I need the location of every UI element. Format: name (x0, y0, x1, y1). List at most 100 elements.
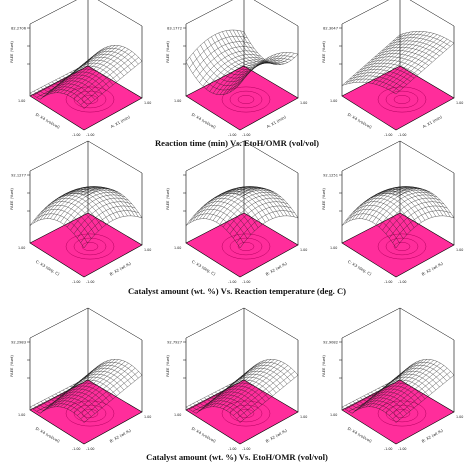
mesh-line (399, 359, 455, 377)
frame-edge (185, 307, 245, 339)
x-tick-label: -1.00 (398, 280, 407, 284)
mesh-line (233, 58, 292, 91)
surface-plot-1-0: 92.1277 FAEE (%wt) B: X2 (wt.%) -1.00 1.00 C:… (9, 140, 151, 284)
frame-edge (29, 0, 77, 25)
z-axis-label: FAEE (%wt) (9, 41, 14, 63)
surface-mesh (29, 45, 143, 109)
y-tick-label: -1.00 (228, 280, 237, 284)
mesh-line (87, 188, 143, 219)
mesh-line (240, 30, 295, 65)
x-tick-label: -1.00 (242, 133, 251, 137)
contour-line (393, 95, 411, 104)
mesh-line (243, 359, 299, 377)
x-tick-label: -1.00 (242, 447, 251, 451)
y-axis-label: D: X4 (vol/vol) (347, 112, 373, 130)
z-axis-label: FAEE (%wt) (9, 355, 14, 377)
surface-mesh (29, 186, 143, 249)
mesh-line (185, 406, 241, 423)
mesh-line (60, 45, 119, 94)
y-tick-label: -1.00 (384, 133, 393, 137)
mesh-line (381, 186, 437, 217)
mesh-line (80, 51, 135, 68)
contour-line (221, 400, 271, 427)
x-tick-label: 1.00 (456, 101, 463, 105)
mesh-line (87, 45, 143, 63)
y-axis-label: D: X4 (vol/vol) (191, 112, 217, 130)
mesh-line (396, 34, 451, 47)
mesh-line (236, 210, 295, 243)
y-tick-label: -1.00 (384, 447, 393, 451)
x-tick-label: 1.00 (456, 248, 463, 252)
surface-mesh (185, 29, 299, 95)
contour-line (393, 242, 411, 251)
y-tick-label: 1.00 (174, 99, 181, 103)
contour-line (65, 233, 115, 260)
contour-line (385, 237, 419, 256)
mesh-line (389, 38, 448, 91)
y-tick-label: -1.00 (72, 447, 81, 451)
mesh-line (80, 210, 139, 243)
mesh-line (219, 360, 278, 408)
surface-mesh (185, 186, 299, 249)
mesh-line (225, 186, 281, 217)
x-axis-label: B: X2 (wt.%) (265, 261, 289, 277)
mesh-line (389, 186, 444, 216)
mesh-line (233, 367, 292, 416)
mesh-line (84, 48, 139, 66)
y-tick-label: 1.00 (330, 99, 337, 103)
mesh-line (389, 368, 444, 385)
z-axis-label: FAEE (%wt) (9, 188, 14, 210)
y-tick-label: 1.00 (18, 413, 25, 417)
frame-edge (185, 140, 245, 172)
mesh-line (239, 52, 299, 85)
y-axis-label: C: X3 (deg. C) (35, 259, 61, 277)
mesh-line (239, 215, 299, 249)
mesh-line (236, 186, 291, 217)
z-tick-label: 92.7927 (167, 341, 182, 345)
x-tick-label: -1.00 (398, 447, 407, 451)
mesh-line (392, 37, 447, 50)
mesh-line (378, 194, 438, 228)
mesh-line (372, 359, 431, 408)
mesh-line (229, 365, 288, 413)
mesh-line (223, 361, 282, 409)
y-axis-label: D: X4 (vol/vol) (191, 426, 217, 444)
surface-plot-0-2: 82.3047 FAEE (%wt) A: X1 (min) -1.00 1.00 D: … (321, 0, 463, 137)
mesh-line (375, 33, 434, 85)
mesh-line (84, 362, 139, 380)
contour-line (385, 90, 419, 109)
mesh-line (233, 205, 292, 239)
contour-line (237, 242, 255, 251)
mesh-line (372, 32, 431, 84)
y-axis-label: D: X4 (vol/vol) (347, 426, 373, 444)
x-tick-label: 1.00 (456, 415, 463, 419)
x-tick-label: 1.00 (144, 101, 151, 105)
surface-plot-1-1: FAEE (%wt) B: X2 (wt.%) -1.00 1.00 C: X3 (de… (165, 140, 307, 284)
mesh-line (240, 362, 295, 380)
mesh-line (83, 215, 143, 249)
contour-line (221, 233, 271, 260)
mesh-line (73, 56, 128, 74)
mesh-line (399, 31, 455, 44)
surface-plot-2-0: 92.2983 FAEE (%wt) B: X2 (wt.%) -1.00 1.00 D:… (9, 307, 151, 451)
mesh-line (389, 205, 448, 239)
mesh-line (239, 375, 299, 423)
mesh-line (243, 188, 299, 219)
contour-line (221, 86, 271, 113)
frame-edge (341, 0, 389, 25)
y-tick-label: 1.00 (18, 246, 25, 250)
mesh-line (63, 192, 122, 225)
y-axis-label: C: X3 (deg. C) (347, 259, 373, 277)
y-tick-label: 1.00 (330, 413, 337, 417)
mesh-line (80, 365, 135, 382)
contour-line (73, 237, 107, 256)
z-tick-label: 92.1251 (323, 174, 338, 178)
mesh-line (63, 46, 122, 94)
x-axis-label: B: X2 (wt.%) (109, 261, 133, 277)
z-axis-label: FAEE (%wt) (165, 188, 170, 210)
x-axis-label: B: X2 (wt.%) (109, 428, 133, 444)
mesh-line (83, 375, 143, 423)
mesh-line (374, 379, 429, 396)
mesh-line (66, 62, 121, 80)
mesh-line (63, 360, 122, 408)
